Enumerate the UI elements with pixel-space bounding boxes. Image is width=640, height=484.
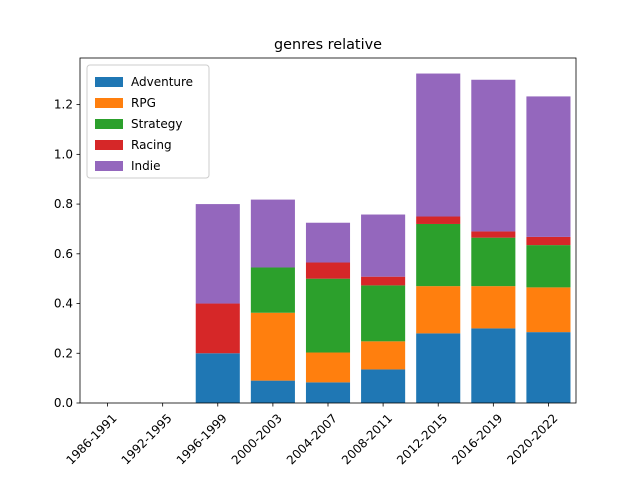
bar-segment-indie-2020-2022	[526, 96, 571, 237]
x-tick-label: 1996-1999	[174, 411, 230, 467]
x-tick-label: 2004-2007	[284, 411, 340, 467]
legend-swatch-racing	[95, 140, 123, 150]
legend-label-rpg: RPG	[131, 96, 156, 110]
bar-segment-racing-2004-2007	[305, 262, 351, 279]
bar-segment-rpg-2008-2011	[361, 341, 406, 370]
bar-segment-indie-2012-2015	[416, 73, 461, 217]
bar-segment-indie-2004-2007	[305, 222, 351, 263]
bar-segment-rpg-2012-2015	[416, 286, 461, 334]
y-tick-label: 0.8	[54, 197, 73, 211]
bar-segment-rpg-2004-2007	[305, 352, 351, 383]
bar-segment-adventure-2020-2022	[526, 332, 571, 403]
y-tick-label: 1.0	[54, 147, 73, 161]
bar-segment-strategy-2012-2015	[416, 223, 461, 287]
bar-segment-adventure-2012-2015	[416, 333, 461, 403]
legend-swatch-rpg	[95, 98, 123, 108]
bar-segment-indie-2008-2011	[361, 214, 406, 277]
bar-segment-racing-2008-2011	[361, 276, 406, 286]
bar-segment-strategy-2016-2019	[471, 237, 516, 287]
bar-segment-indie-2016-2019	[471, 79, 516, 232]
y-tick-label: 1.2	[54, 98, 73, 112]
legend-swatch-strategy	[95, 119, 123, 129]
legend-label-strategy: Strategy	[131, 117, 182, 131]
chart-title: genres relative	[274, 37, 382, 53]
y-tick-label: 0.0	[54, 396, 73, 410]
x-tick-label: 2008-2011	[339, 411, 395, 467]
y-tick-label: 0.2	[54, 346, 73, 360]
bar-segment-adventure-2000-2003	[250, 380, 295, 403]
legend-label-racing: Racing	[131, 138, 172, 152]
bar-segment-strategy-2020-2022	[526, 245, 571, 288]
bar-segment-rpg-2016-2019	[471, 286, 516, 329]
bar-segment-adventure-2008-2011	[361, 369, 406, 403]
y-tick-label: 0.6	[54, 247, 73, 261]
bar-segment-indie-1996-1999	[195, 204, 240, 304]
bar-segment-strategy-2000-2003	[250, 267, 295, 313]
bar-segment-strategy-2004-2007	[305, 278, 351, 353]
bar-segment-strategy-2008-2011	[361, 285, 406, 342]
x-tick-label: 2020-2022	[504, 411, 560, 467]
bar-segment-adventure-2016-2019	[471, 328, 516, 403]
bar-segment-adventure-2004-2007	[305, 382, 351, 403]
bar-segment-rpg-2000-2003	[250, 312, 295, 381]
x-tick-label: 2000-2003	[229, 411, 285, 467]
x-tick-label: 2016-2019	[449, 411, 505, 467]
x-tick-label: 1992-1995	[119, 411, 175, 467]
legend: Adventure RPG Strategy Racing Indie	[86, 64, 210, 179]
bar-segment-adventure-1996-1999	[195, 353, 240, 403]
bar-segment-racing-1996-1999	[195, 303, 240, 354]
x-tick-label: 2012-2015	[394, 411, 450, 467]
bar-segment-racing-2012-2015	[416, 216, 461, 224]
x-tick-label: 1986-1991	[63, 411, 119, 467]
bar-segment-racing-2016-2019	[471, 231, 516, 238]
bars-layer	[195, 73, 571, 403]
legend-swatch-indie	[95, 161, 123, 171]
legend-swatch-adventure	[95, 77, 123, 87]
y-tick-label: 0.4	[54, 297, 73, 311]
bar-segment-racing-2020-2022	[526, 236, 571, 246]
legend-label-adventure: Adventure	[131, 75, 193, 89]
bar-segment-rpg-2020-2022	[526, 287, 571, 333]
bar-segment-indie-2000-2003	[250, 199, 295, 268]
legend-label-indie: Indie	[131, 159, 160, 173]
